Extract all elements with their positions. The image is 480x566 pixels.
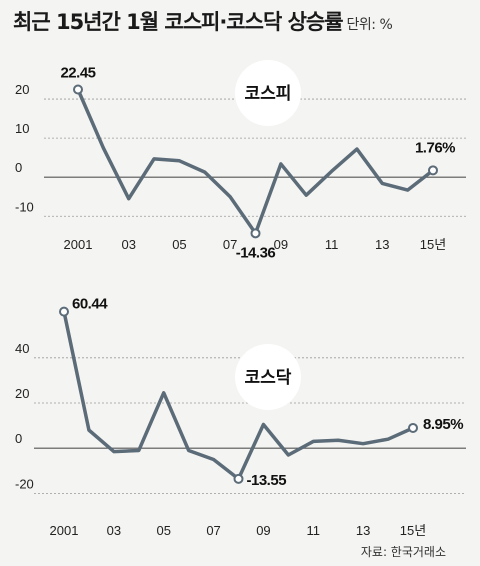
kosdaq-x-tick-label: 13	[356, 523, 370, 538]
source-label: 자료: 한국거래소	[360, 545, 446, 559]
kosdaq-x-tick-label: 07	[206, 523, 220, 538]
kospi-x-tick-label: 03	[121, 237, 135, 252]
kospi-marker-point	[250, 228, 261, 239]
title-text: 최근 15년간 1월 코스피·코스닥 상승률	[13, 10, 344, 34]
kosdaq-marker-point	[408, 422, 418, 433]
kosdaq-data-label: 8.95%	[423, 416, 463, 433]
kosdaq-x-tick-label: 05	[156, 523, 170, 538]
kosdaq-x-tick-label: 11	[307, 523, 321, 538]
kosdaq-y-tick-label: 0	[15, 431, 22, 446]
kospi-y-tick-label: 20	[15, 82, 29, 97]
kospi-x-tick-label: 05	[172, 237, 186, 252]
kospi-x-tick-label: 15년	[420, 237, 446, 252]
kosdaq-y-tick-label: -20	[15, 476, 34, 491]
kosdaq-y-tick-label: 20	[15, 386, 29, 401]
kosdaq-data-label: -13.55	[247, 472, 287, 489]
kosdaq-title-bubble	[235, 344, 301, 410]
kospi-x-tick-label: 11	[325, 237, 339, 252]
kosdaq-y-tick-label: 40	[15, 341, 29, 356]
kosdaq-series-line	[62, 309, 415, 481]
kospi-x-tick-label: 13	[375, 237, 389, 252]
kospi-y-tick-label: 10	[15, 121, 29, 136]
kosdaq-x-tick-label: 03	[107, 523, 121, 538]
kospi-y-tick-label: -10	[15, 199, 34, 214]
kosdaq-marker-point	[59, 306, 69, 317]
kospi-marker-point	[428, 165, 438, 176]
kosdaq-marker-point	[233, 473, 244, 484]
unit-label: 단위: %	[346, 17, 393, 33]
kosdaq-x-tick-label: 09	[256, 523, 270, 538]
kospi-x-tick-label: 09	[274, 237, 288, 252]
chart-title: 최근 15년간 1월 코스피·코스닥 상승률 단위: %	[13, 6, 393, 36]
kospi-data-label: -14.36	[236, 244, 276, 261]
kospi-data-label: 1.76%	[415, 139, 455, 156]
kospi-y-tick-label: 0	[15, 160, 22, 175]
kospi-marker-point	[73, 84, 83, 95]
kospi-x-tick-label: 07	[223, 237, 237, 252]
kosdaq-x-tick-label: 15년	[400, 523, 426, 538]
kospi-series-title: 코스피	[245, 84, 292, 104]
kospi-x-tick-label: 2001	[64, 237, 93, 252]
kosdaq-data-label: 60.44	[72, 296, 108, 313]
kosdaq-x-tick-label: 2001	[50, 523, 79, 538]
kospi-data-label: 22.45	[60, 64, 95, 81]
kosdaq-series-title: 코스닥	[245, 368, 292, 388]
kospi-title-bubble	[235, 60, 301, 126]
